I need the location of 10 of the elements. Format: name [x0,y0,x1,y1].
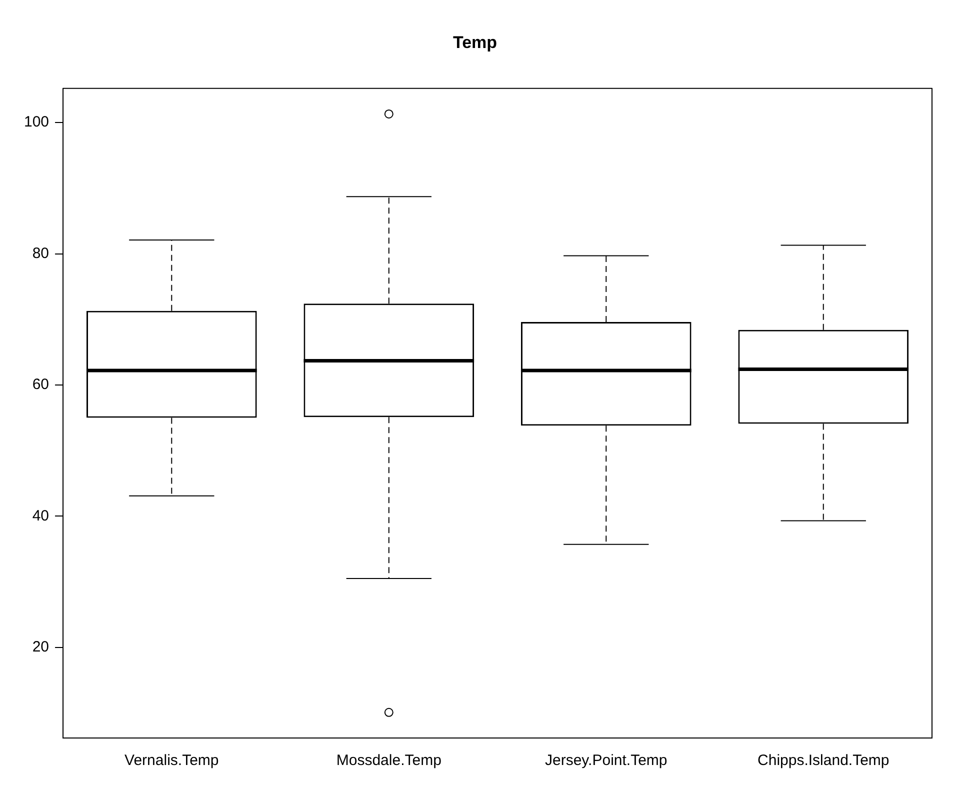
y-tick-label: 60 [32,376,50,394]
x-tick-label: Mossdale.Temp [336,752,442,770]
y-tick-label: 40 [32,507,50,524]
chart-title: Temp [452,32,498,52]
y-tick-label: 100 [24,114,50,131]
y-tick-label: 80 [32,244,50,262]
y-tick-label: 20 [32,638,50,656]
x-tick-label: Vernalis.Temp [124,752,219,770]
x-tick-label: Chipps.Island.Temp [758,752,890,770]
x-tick-label: Jersey.Point.Temp [544,752,668,770]
